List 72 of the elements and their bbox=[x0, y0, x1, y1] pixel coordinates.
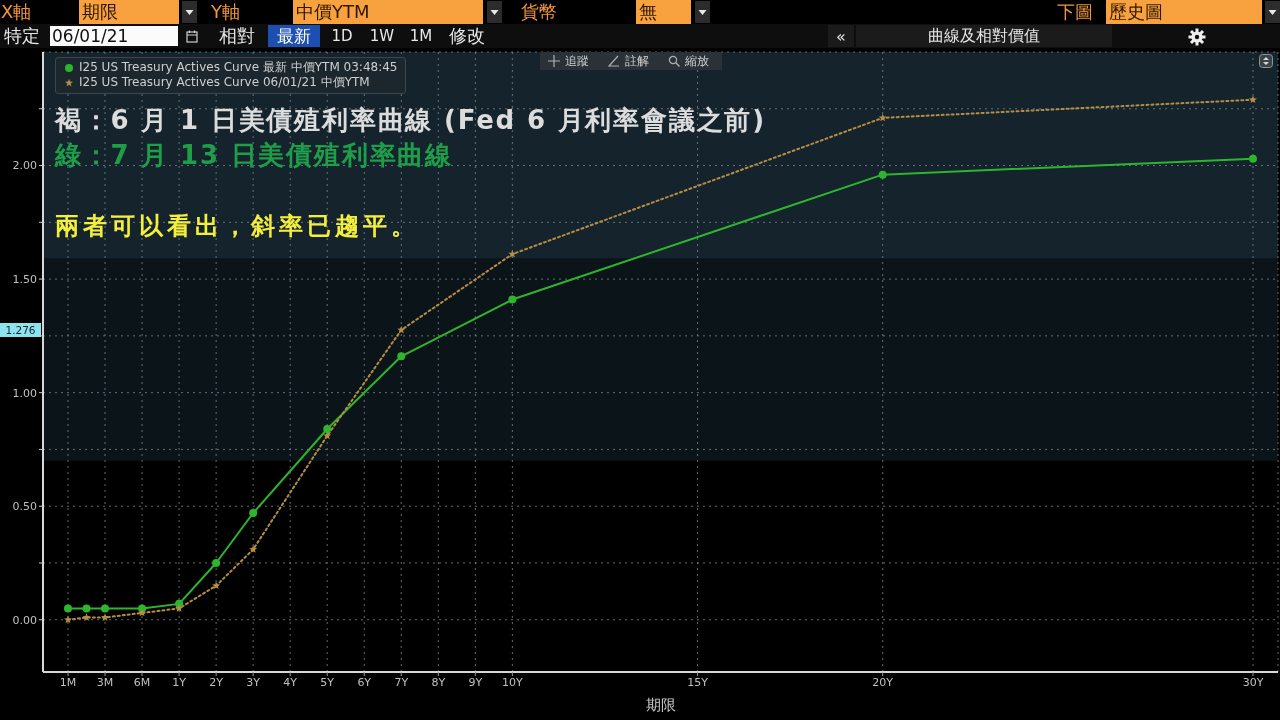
legend-label: I25 US Treasury Actives Curve 最新 中價YTM 03:48:45 bbox=[79, 60, 398, 75]
annotation: 綠：7 月 13 日美債殖利率曲線 bbox=[55, 140, 454, 171]
point bbox=[1249, 154, 1257, 163]
x-tick-label: 3M bbox=[96, 675, 114, 689]
text: 中價YTM bbox=[296, 0, 370, 24]
point bbox=[82, 613, 91, 621]
x-tick-label: 20Y bbox=[872, 675, 894, 689]
annotation: 追蹤 bbox=[565, 52, 589, 70]
point bbox=[212, 581, 221, 590]
y-tick-label: 2.00 bbox=[12, 159, 37, 173]
x-tick-label: 15Y bbox=[687, 675, 709, 689]
text: Y軸 bbox=[211, 0, 240, 24]
annotation: 褐：6 月 1 日美債殖利率曲線 (Fed 6 月利率會議之前) bbox=[55, 105, 766, 136]
x-axis-title: 期限 bbox=[645, 696, 676, 714]
x-tick-label: 2Y bbox=[209, 675, 224, 689]
x-tick-label: 1M bbox=[59, 675, 77, 689]
text: 1D bbox=[331, 27, 353, 45]
point bbox=[64, 615, 72, 624]
point bbox=[1249, 95, 1257, 104]
point bbox=[101, 604, 110, 613]
x-tick-label: 30Y bbox=[1242, 675, 1264, 689]
text: « bbox=[836, 26, 846, 46]
x-tick-label: 5Y bbox=[320, 675, 335, 689]
point bbox=[212, 558, 221, 567]
point bbox=[138, 604, 147, 613]
point bbox=[878, 113, 887, 122]
text: X軸 bbox=[1, 0, 32, 24]
legend-label: I25 US Treasury Actives Curve 06/01/21 中價YTM bbox=[79, 75, 370, 90]
annotation: 1.276 bbox=[5, 323, 36, 336]
point bbox=[397, 352, 406, 361]
x-tick-label: 1Y bbox=[172, 675, 187, 689]
text: 最新 bbox=[277, 24, 311, 48]
point bbox=[508, 295, 517, 304]
annotation: 註解 bbox=[625, 52, 649, 70]
point bbox=[138, 608, 147, 617]
x-tick-label: 9Y bbox=[468, 675, 483, 689]
point bbox=[101, 613, 110, 621]
text: 1W bbox=[369, 27, 395, 45]
point bbox=[397, 325, 406, 334]
y-tick-label: 1.50 bbox=[12, 273, 37, 287]
point bbox=[249, 509, 258, 518]
y-tick-label: 0.50 bbox=[12, 500, 37, 514]
annotation: 縮放 bbox=[685, 52, 709, 70]
text: 期限 bbox=[82, 0, 118, 24]
point bbox=[323, 431, 332, 440]
text: 曲線及相對價值 bbox=[928, 25, 1040, 47]
point bbox=[82, 604, 91, 613]
text: 歷史圖 bbox=[1109, 0, 1163, 24]
x-tick-label: 7Y bbox=[394, 675, 409, 689]
text: 1M bbox=[409, 27, 433, 45]
text: 06/01/21 bbox=[52, 26, 129, 46]
y-tick-label: 1.00 bbox=[12, 386, 37, 400]
text: 特定 bbox=[4, 24, 40, 48]
x-tick-label: 4Y bbox=[283, 675, 298, 689]
y-tick-label: 0.00 bbox=[12, 613, 37, 627]
text: 貨幣 bbox=[521, 0, 557, 24]
x-tick-label: 6Y bbox=[357, 675, 372, 689]
x-tick-label: 8Y bbox=[431, 675, 446, 689]
point bbox=[508, 249, 517, 258]
point bbox=[64, 604, 72, 613]
text: 下圖 bbox=[1057, 0, 1093, 24]
point bbox=[175, 604, 184, 612]
text: 修改 bbox=[449, 24, 485, 48]
x-tick-label: 6M bbox=[133, 675, 151, 689]
text: 相對 bbox=[219, 24, 255, 48]
annotation: 兩者可以看出，斜率已趨平。 bbox=[55, 212, 419, 241]
point bbox=[878, 170, 887, 179]
x-tick-label: 3Y bbox=[246, 675, 261, 689]
point bbox=[323, 425, 332, 433]
x-tick-label: 10Y bbox=[502, 675, 524, 689]
text: 無 bbox=[639, 0, 657, 24]
point bbox=[249, 545, 258, 553]
